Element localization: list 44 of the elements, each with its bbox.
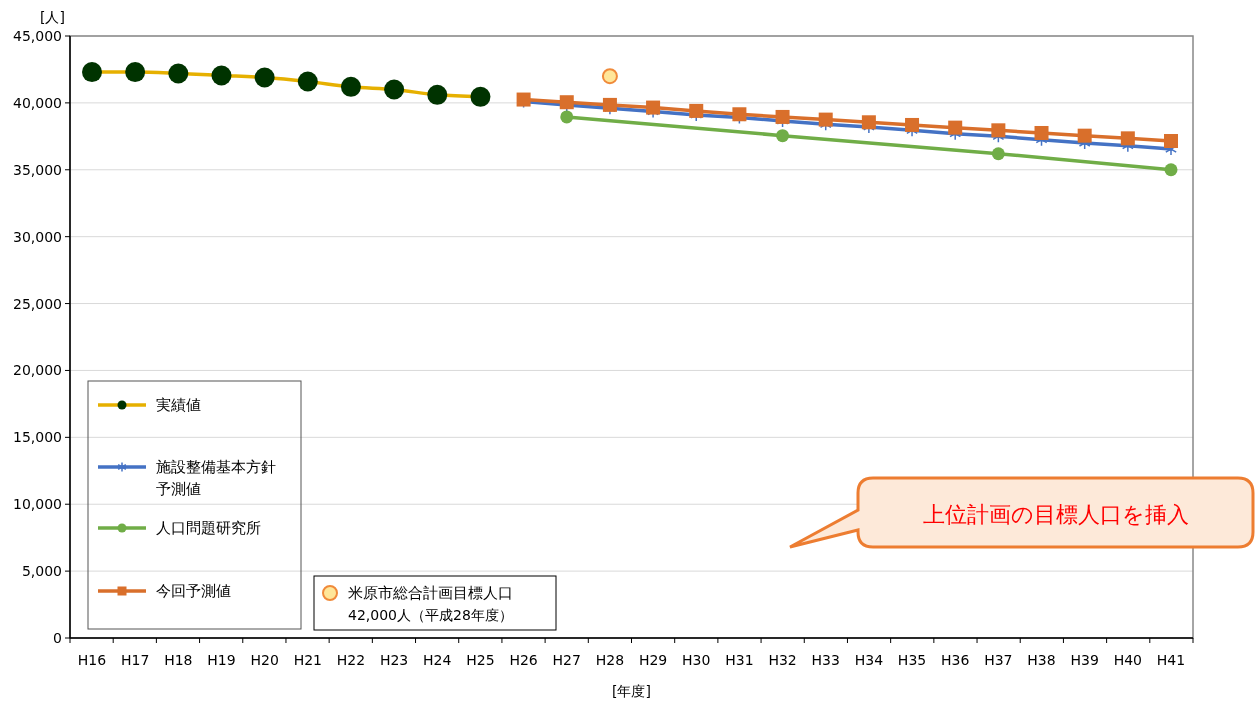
x-tick-label: H31 xyxy=(725,652,754,668)
y-tick-label: 45,000 xyxy=(13,28,62,44)
x-tick-label: H17 xyxy=(120,652,150,668)
x-tick-label: H40 xyxy=(1113,652,1143,668)
y-tick-label: 20,000 xyxy=(13,362,62,379)
x-tick-label: H21 xyxy=(293,652,322,668)
x-tick-label: H34 xyxy=(854,652,884,668)
x-tick-label: H23 xyxy=(379,652,409,668)
y-tick-label: 40,000 xyxy=(13,94,62,111)
legend-label: 米原市総合計画目標人口 42,000人（平成28年度） xyxy=(348,584,513,623)
annotation: 上位計画の目標人口を挿入 xyxy=(923,502,1189,527)
x-tick-label: H29 xyxy=(638,652,668,668)
x-tick-label: H26 xyxy=(509,652,538,668)
x-tick-label: H33 xyxy=(811,652,840,668)
y-tick-label: 10,000 xyxy=(13,496,62,513)
legend-label: 実績値 xyxy=(156,396,201,414)
x-tick-label: H41 xyxy=(1156,652,1186,668)
x-tick-label: H39 xyxy=(1070,652,1099,668)
x-tick-label: H38 xyxy=(1027,652,1056,668)
y-tick-label: 30,000 xyxy=(13,228,62,245)
x-tick-label: H36 xyxy=(941,652,970,668)
y-tick-label: 15,000 xyxy=(13,429,62,446)
legend-label: 人口問題研究所 xyxy=(156,519,261,537)
legend-label: 施設整備基本方針予測値 xyxy=(156,458,276,498)
x-tick-label: H25 xyxy=(466,652,495,668)
x-tick-label: H20 xyxy=(250,652,279,668)
x-tick-label: H16 xyxy=(77,652,107,668)
x-tick-label: H30 xyxy=(682,652,711,668)
y-tick-label: 35,000 xyxy=(13,161,62,178)
x-axis-title: [年度] xyxy=(612,683,651,699)
x-tick-label: H22 xyxy=(336,652,366,668)
x-tick-label: H19 xyxy=(207,652,236,668)
y-tick-label: 25,000 xyxy=(13,295,62,312)
x-tick-label: H28 xyxy=(595,652,625,668)
legend-label: 今回予測値 xyxy=(156,582,231,600)
x-tick-label: H35 xyxy=(897,652,927,668)
x-tick-label: H32 xyxy=(768,652,797,668)
x-tick-label: H24 xyxy=(423,652,452,668)
x-tick-label: H27 xyxy=(552,652,581,668)
y-tick-label: 5,000 xyxy=(21,563,62,580)
y-tick-label: 0 xyxy=(53,630,62,646)
y-axis-title: [人] xyxy=(40,9,65,25)
x-tick-label: H18 xyxy=(164,652,193,668)
x-tick-label: H37 xyxy=(984,652,1013,668)
